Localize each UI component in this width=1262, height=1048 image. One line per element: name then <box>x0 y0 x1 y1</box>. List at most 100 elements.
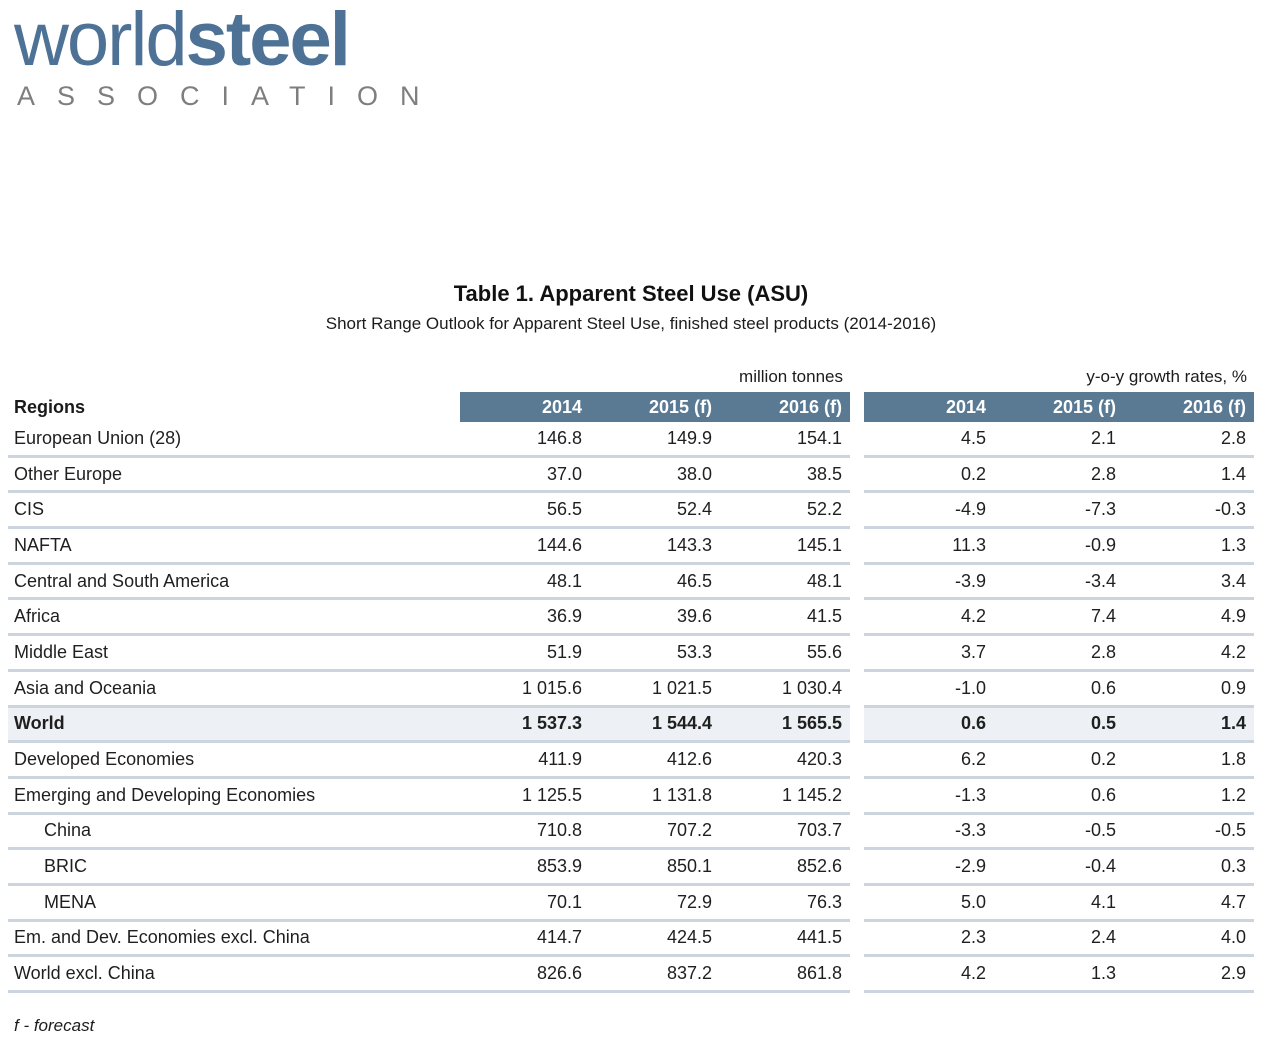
region-label: CIS <box>8 493 460 530</box>
million-tonnes-value: 149.9 <box>590 422 720 458</box>
column-group-gap <box>850 850 864 886</box>
table-row: World 1 537.3 1 544.4 1 565.5 0.6 0.5 1.4 <box>8 707 1254 744</box>
million-tonnes-value: 1 544.4 <box>590 707 720 744</box>
growth-rate-value: 0.2 <box>864 458 994 494</box>
million-tonnes-value: 53.3 <box>590 636 720 672</box>
region-label: Emerging and Developing Economies <box>8 779 460 815</box>
growth-rate-value: 1.4 <box>1124 458 1254 494</box>
logo-word-steel: steel <box>185 0 351 82</box>
table-title: Table 1. Apparent Steel Use (ASU) <box>453 281 809 306</box>
growth-rate-value: 2.9 <box>1124 957 1254 993</box>
table-row: Asia and Oceania 1 015.6 1 021.5 1 030.4 -1.… <box>8 672 1254 708</box>
million-tonnes-value: 826.6 <box>460 957 590 993</box>
region-label: Middle East <box>8 636 460 672</box>
growth-rate-value: -0.5 <box>994 815 1124 851</box>
growth-rate-value: -0.9 <box>994 529 1124 565</box>
table-row: Africa 36.9 39.6 41.5 4.2 7.4 4.9 <box>8 600 1254 637</box>
million-tonnes-value: 710.8 <box>460 815 590 851</box>
forecast-footnote: f - forecast <box>14 1016 95 1035</box>
region-label: Africa <box>8 600 460 637</box>
growth-rate-value: 0.3 <box>1124 850 1254 886</box>
region-label: MENA <box>8 886 460 922</box>
table-row: MENA 70.1 72.9 76.3 5.0 4.1 4.7 <box>8 886 1254 922</box>
table-row: Other Europe 37.0 38.0 38.5 0.2 2.8 1.4 <box>8 458 1254 494</box>
growth-rate-value: 1.2 <box>1124 779 1254 815</box>
year-header-cell: 2016 (f) <box>720 392 850 422</box>
million-tonnes-value: 703.7 <box>720 815 850 851</box>
million-tonnes-value: 48.1 <box>460 565 590 601</box>
million-tonnes-value: 1 125.5 <box>460 779 590 815</box>
table-row: BRIC 853.9 850.1 852.6 -2.9 -0.4 0.3 <box>8 850 1254 886</box>
column-group-gap <box>850 779 864 815</box>
million-tonnes-value: 424.5 <box>590 922 720 958</box>
growth-rate-value: 4.7 <box>1124 886 1254 922</box>
group-label-growth-rates: y-o-y growth rates, % <box>1086 367 1247 386</box>
million-tonnes-value: 70.1 <box>460 886 590 922</box>
table-row: CIS 56.5 52.4 52.2 -4.9 -7.3 -0.3 <box>8 493 1254 530</box>
growth-rate-value: 4.2 <box>864 600 994 637</box>
growth-rate-value: 2.1 <box>994 422 1124 458</box>
growth-rate-value: -0.4 <box>994 850 1124 886</box>
million-tonnes-value: 56.5 <box>460 493 590 530</box>
million-tonnes-value: 48.1 <box>720 565 850 601</box>
column-group-gap <box>850 458 864 494</box>
growth-rate-value: -7.3 <box>994 493 1124 530</box>
million-tonnes-value: 1 145.2 <box>720 779 850 815</box>
year-header-cell: 2015 (f) <box>590 392 720 422</box>
region-label: NAFTA <box>8 529 460 565</box>
million-tonnes-value: 850.1 <box>590 850 720 886</box>
growth-rate-value: 0.6 <box>994 672 1124 708</box>
million-tonnes-value: 145.1 <box>720 529 850 565</box>
growth-rate-value: 0.9 <box>1124 672 1254 708</box>
growth-rate-value: -0.5 <box>1124 815 1254 851</box>
growth-rate-value: -1.3 <box>864 779 994 815</box>
growth-rate-value: 11.3 <box>864 529 994 565</box>
million-tonnes-value: 37.0 <box>460 458 590 494</box>
year-header-cell: 2014 <box>864 392 994 422</box>
million-tonnes-value: 441.5 <box>720 922 850 958</box>
region-label: Asia and Oceania <box>8 672 460 708</box>
growth-rate-value: -3.4 <box>994 565 1124 601</box>
million-tonnes-value: 414.7 <box>460 922 590 958</box>
million-tonnes-value: 46.5 <box>590 565 720 601</box>
growth-rate-value: 0.2 <box>994 743 1124 779</box>
growth-rate-value: -4.9 <box>864 493 994 530</box>
column-group-gap <box>850 922 864 958</box>
year-header-cell: 2016 (f) <box>1124 392 1254 422</box>
table-row: Emerging and Developing Economies 1 125.5… <box>8 779 1254 815</box>
growth-rate-value: 4.2 <box>864 957 994 993</box>
region-label: Em. and Dev. Economies excl. China <box>8 922 460 958</box>
group-label-million-tonnes: million tonnes <box>739 367 843 386</box>
column-group-gap <box>850 565 864 601</box>
table-row: World excl. China 826.6 837.2 861.8 4.2 1.3 2.… <box>8 957 1254 993</box>
growth-rate-value: 0.6 <box>994 779 1124 815</box>
million-tonnes-value: 39.6 <box>590 600 720 637</box>
million-tonnes-value: 38.0 <box>590 458 720 494</box>
year-header-cell: 2015 (f) <box>994 392 1124 422</box>
column-group-gap <box>850 815 864 851</box>
million-tonnes-value: 861.8 <box>720 957 850 993</box>
column-group-gap <box>850 392 864 422</box>
million-tonnes-value: 412.6 <box>590 743 720 779</box>
region-label: World excl. China <box>8 957 460 993</box>
million-tonnes-value: 143.3 <box>590 529 720 565</box>
year-header-cell: 2014 <box>460 392 590 422</box>
growth-rate-value: -3.3 <box>864 815 994 851</box>
growth-rate-value: 5.0 <box>864 886 994 922</box>
column-group-gap <box>850 422 864 458</box>
asu-table: million tonnes y-o-y growth rates, % Reg… <box>8 360 1254 993</box>
million-tonnes-value: 55.6 <box>720 636 850 672</box>
growth-rate-value: 1.3 <box>1124 529 1254 565</box>
million-tonnes-value: 837.2 <box>590 957 720 993</box>
region-label: European Union (28) <box>8 422 460 458</box>
million-tonnes-value: 1 537.3 <box>460 707 590 744</box>
column-group-gap <box>850 493 864 529</box>
million-tonnes-value: 38.5 <box>720 458 850 494</box>
growth-rate-value: 1.4 <box>1124 707 1254 744</box>
growth-rate-value: 4.1 <box>994 886 1124 922</box>
logo-tagline: ASSOCIATION <box>17 81 442 111</box>
million-tonnes-value: 144.6 <box>460 529 590 565</box>
growth-rate-value: 0.6 <box>864 707 994 744</box>
table-row: Em. and Dev. Economies excl. China 414.7 4… <box>8 922 1254 958</box>
